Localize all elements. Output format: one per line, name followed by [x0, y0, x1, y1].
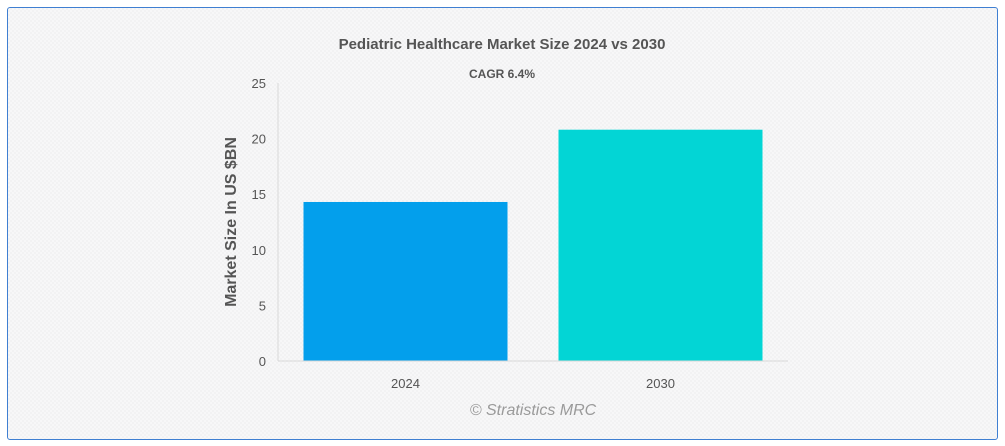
y-axis-label: Market Size In US $BN: [223, 137, 240, 307]
bar-2030: [558, 129, 763, 361]
y-tick-label: 15: [252, 187, 266, 202]
x-tick-label: 2030: [646, 376, 675, 391]
bars-group: [303, 129, 763, 361]
y-axis-ticks: 0 5 10 15 20 25: [252, 76, 266, 369]
chart-subtitle: CAGR 6.4%: [469, 67, 535, 81]
bar-2024: [303, 201, 508, 361]
y-tick-label: 5: [259, 298, 266, 313]
credit-text: © Stratistics MRC: [470, 402, 597, 419]
y-tick-label: 20: [252, 132, 266, 147]
x-tick-label: 2024: [391, 376, 420, 391]
y-tick-label: 10: [252, 243, 266, 258]
chart-title: Pediatric Healthcare Market Size 2024 vs…: [339, 36, 666, 53]
y-tick-label: 25: [252, 76, 266, 91]
y-tick-label: 0: [259, 354, 266, 369]
x-axis-ticks: 2024 2030: [391, 376, 675, 391]
